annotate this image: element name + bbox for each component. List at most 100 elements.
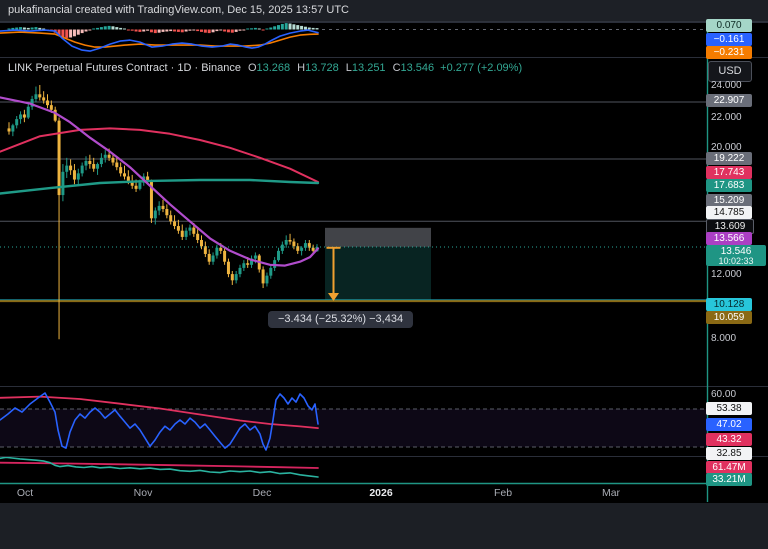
time-label-Nov: Nov — [133, 487, 153, 499]
candle-body — [296, 246, 300, 251]
macd-histogram-bar — [288, 23, 292, 30]
candle-body — [207, 253, 211, 262]
candle-body — [69, 165, 73, 171]
open-value: 13.268 — [256, 62, 291, 74]
candle-body — [280, 244, 284, 251]
candle-body — [303, 243, 307, 248]
macd-histogram-bar — [88, 29, 92, 31]
macd-histogram-bar — [238, 29, 242, 31]
candle-body — [219, 247, 223, 251]
macd-histogram-bar — [253, 27, 257, 30]
macd-histogram-bar — [7, 28, 11, 30]
candle-body — [176, 226, 180, 231]
macd-histogram-bar — [153, 29, 157, 34]
oi-line — [0, 456, 319, 478]
candle-body — [180, 230, 184, 237]
candle-body — [184, 230, 188, 237]
macd-histogram-bar — [307, 27, 311, 30]
macd-histogram-bar — [134, 29, 138, 32]
macd-histogram-bar — [269, 27, 273, 30]
symbol-title: LINK Perpetual Futures Contract · 1D · B… — [8, 62, 241, 74]
macd-histogram-bar — [211, 29, 215, 33]
candle-body — [92, 164, 96, 169]
candle-body — [253, 255, 257, 259]
candle-body — [61, 171, 65, 196]
time-label-Mar: Mar — [601, 487, 621, 499]
macd-histogram-bar — [61, 29, 65, 38]
macd-histogram-bar — [11, 27, 15, 30]
macd-histogram-bar — [80, 29, 84, 34]
time-label-2026: 2026 — [369, 487, 393, 499]
candle-body — [261, 269, 265, 284]
candle-body — [38, 94, 42, 98]
macd-histogram-bar — [149, 29, 153, 33]
candle-body — [153, 210, 157, 219]
candle-body — [42, 97, 46, 101]
macd-histogram-bar — [246, 28, 250, 30]
candle-body — [96, 164, 100, 169]
macd-histogram-bar — [180, 29, 184, 33]
macd-histogram-bar — [203, 29, 207, 33]
candle-body — [196, 233, 200, 240]
candle-body — [215, 247, 219, 256]
macd-histogram-bar — [30, 27, 34, 30]
macd-histogram-bar — [69, 29, 73, 38]
candle-body — [115, 162, 119, 168]
macd-histogram-bar — [242, 29, 246, 31]
candle-body — [103, 154, 107, 158]
footer-bar: TradingView — [0, 503, 768, 549]
macd-histogram-bar — [277, 25, 280, 30]
macd-histogram-bar — [280, 23, 284, 30]
candle-body — [11, 125, 15, 132]
candle-body — [230, 274, 234, 281]
open-label: O — [247, 62, 257, 74]
macd-histogram-bar — [107, 25, 111, 30]
macd-histogram-bar — [315, 28, 319, 30]
candle-body — [107, 154, 111, 158]
macd-line — [0, 29, 319, 52]
rsi-band-fill — [0, 409, 707, 447]
currency-selector[interactable]: USD — [708, 61, 752, 82]
macd-histogram-bar — [173, 29, 177, 32]
macd-histogram-bar — [192, 29, 196, 31]
macd-histogram-bar — [200, 29, 203, 32]
candle-body — [134, 185, 138, 189]
candle-body — [307, 243, 311, 248]
candle-body — [223, 250, 227, 262]
macd-histogram-bar — [72, 29, 76, 37]
candle-body — [119, 167, 123, 174]
macd-histogram-bar — [92, 28, 96, 30]
macd-histogram-bar — [292, 24, 296, 30]
macd-histogram-bar — [207, 29, 211, 34]
candle-body — [111, 157, 115, 163]
candle-body — [292, 241, 296, 247]
candle-body — [277, 250, 280, 261]
macd-histogram-bar — [234, 29, 238, 32]
macd-histogram-bar — [126, 29, 130, 31]
macd-histogram-bar — [99, 27, 103, 30]
candle-body — [238, 267, 242, 275]
symbol-legend[interactable]: LINK Perpetual Futures Contract · 1D · B… — [8, 62, 522, 74]
macd-histogram-bar — [161, 29, 165, 32]
macd-histogram-bar — [19, 27, 23, 30]
candle-body — [7, 128, 11, 132]
macd-histogram-bar — [230, 29, 234, 33]
candle-body — [234, 274, 238, 281]
macd-histogram-bar — [146, 29, 150, 31]
macd-histogram-bar — [250, 28, 254, 30]
macd-histogram-bar — [103, 26, 107, 30]
candle-body — [65, 165, 69, 172]
candle-body — [138, 182, 142, 189]
macd-histogram-bar — [42, 28, 46, 30]
candle-body — [250, 258, 254, 265]
macd-histogram-bar — [215, 29, 219, 32]
macd-histogram-bar — [84, 29, 88, 32]
high-label: H — [297, 62, 306, 74]
candle-body — [200, 240, 203, 247]
candle-body — [130, 181, 134, 186]
time-axis[interactable]: Oct Nov Dec 2026 Feb Mar — [0, 484, 707, 502]
candle-body — [123, 173, 126, 177]
candle-body — [76, 173, 80, 180]
